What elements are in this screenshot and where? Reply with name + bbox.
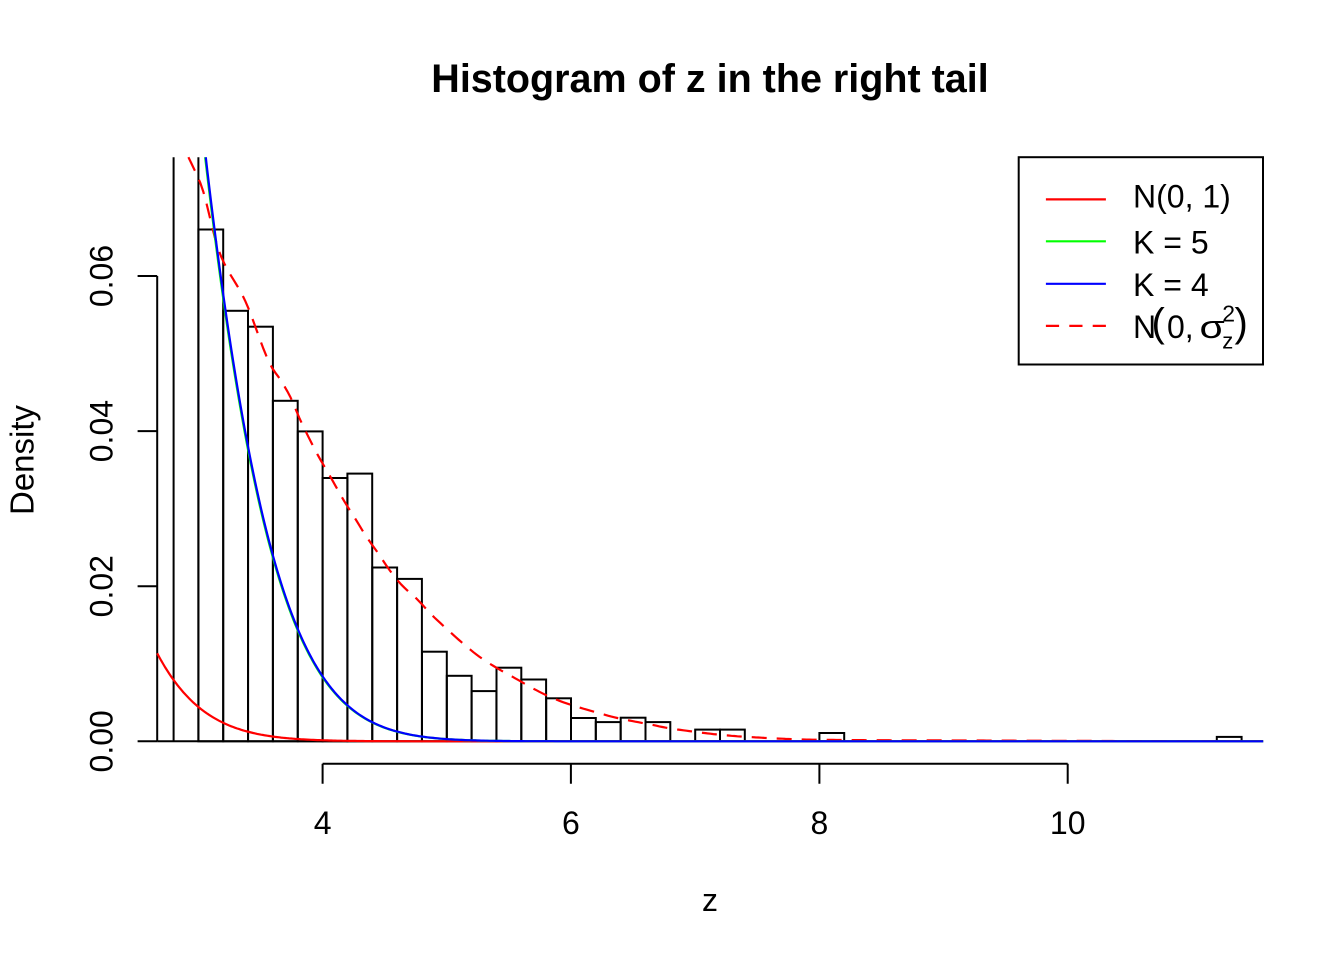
svg-text:(: ( [1152,301,1166,345]
svg-text:N(0, 1): N(0, 1) [1133,179,1231,215]
svg-text:10: 10 [1050,805,1086,841]
svg-text:6: 6 [562,805,580,841]
svg-text:0.04: 0.04 [84,400,120,462]
svg-text:0.02: 0.02 [84,555,120,617]
svg-text:Density: Density [4,404,41,515]
svg-text:Histogram of z in the right ta: Histogram of z in the right tail [431,57,988,101]
svg-text:4: 4 [314,805,332,841]
svg-text:8: 8 [811,805,829,841]
svg-text:K = 4: K = 4 [1133,267,1209,303]
svg-text:0.06: 0.06 [84,245,120,307]
svg-text:z: z [702,882,718,918]
svg-text:0,: 0, [1167,309,1194,345]
svg-text:z: z [1222,329,1233,354]
svg-text:0.00: 0.00 [84,710,120,772]
svg-text:2: 2 [1222,301,1235,327]
svg-text:K = 5: K = 5 [1133,225,1209,261]
svg-text:σ: σ [1200,309,1226,345]
svg-text:N: N [1133,309,1156,345]
svg-text:): ) [1235,301,1248,345]
